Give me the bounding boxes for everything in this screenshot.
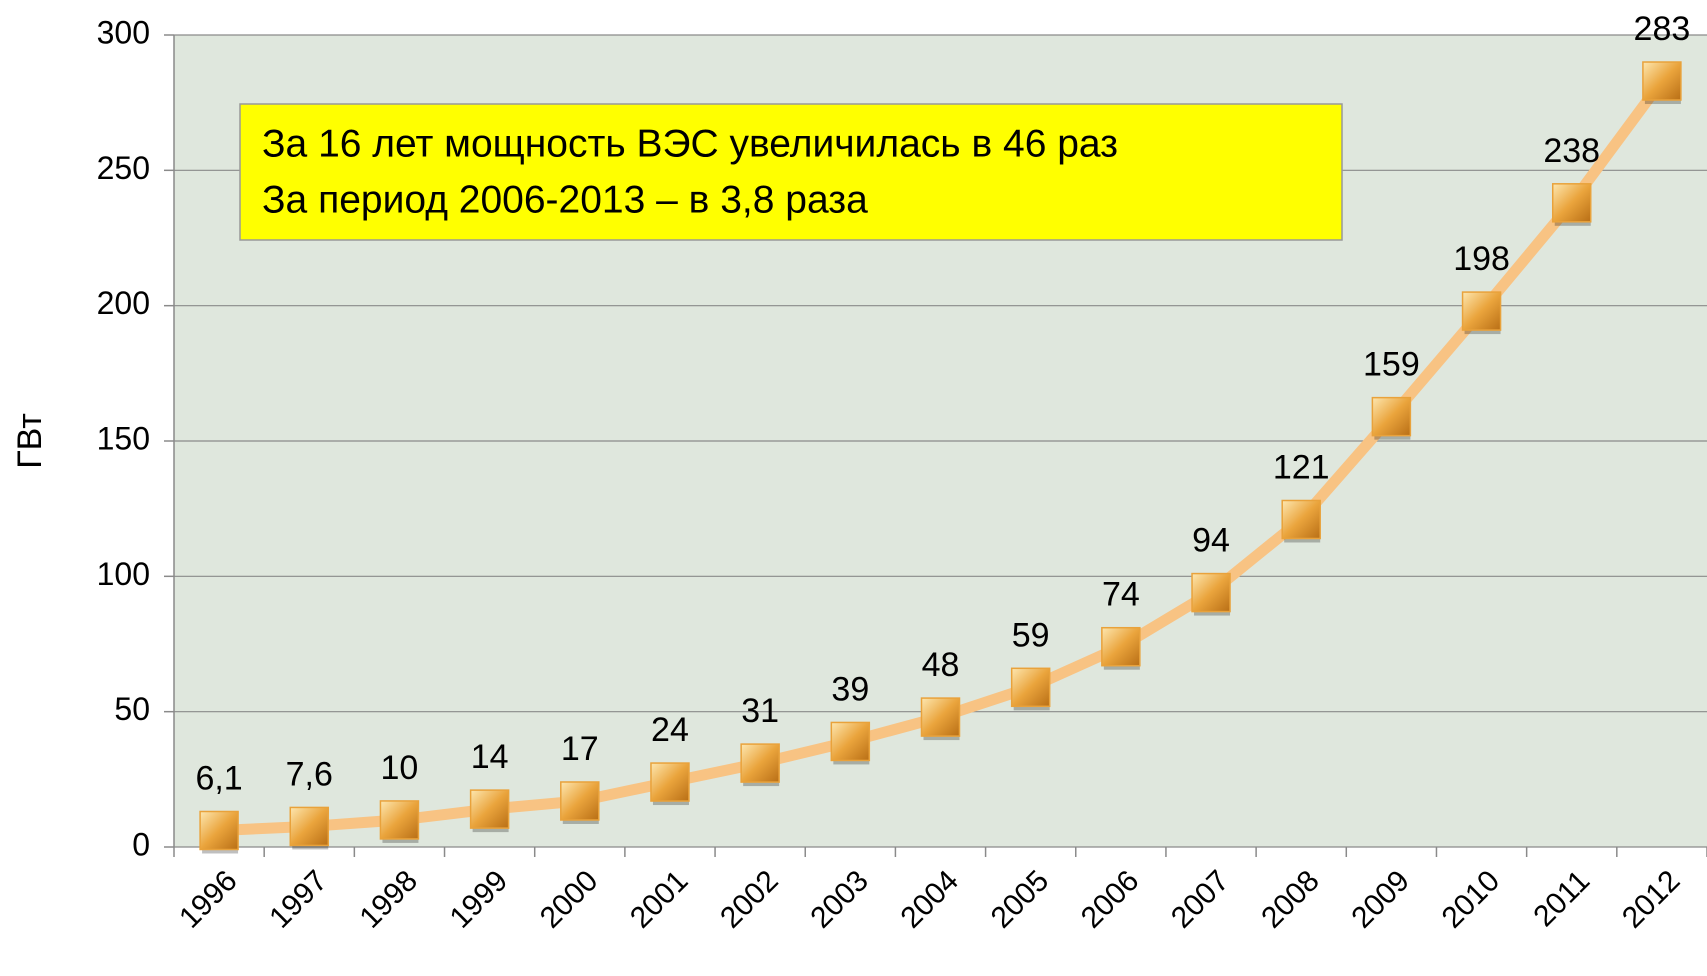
data-label: 6,1 (195, 759, 242, 797)
data-label: 94 (1192, 522, 1230, 560)
y-tick-label: 250 (97, 150, 150, 186)
x-tick-label: 2008 (1255, 864, 1326, 935)
marker (199, 810, 239, 851)
data-label: 59 (1012, 616, 1050, 654)
data-label: 198 (1453, 240, 1510, 278)
marker (469, 789, 510, 829)
data-label: 74 (1102, 576, 1140, 614)
y-tick-label: 50 (114, 691, 150, 727)
x-tick-label: 2002 (714, 864, 785, 935)
x-tick-label: 2004 (895, 864, 966, 935)
data-label: 14 (471, 738, 509, 776)
x-tick-label: 2010 (1436, 864, 1507, 935)
marker (379, 800, 420, 840)
y-tick-label: 150 (97, 420, 150, 456)
annotation: За 16 лет мощность ВЭС увеличилась в 46 … (262, 122, 1118, 165)
annotation: За период 2006-2013 – в 3,8 раза (262, 178, 868, 221)
x-tick-label: 2003 (804, 864, 875, 935)
data-label: 238 (1543, 132, 1600, 170)
marker (740, 743, 780, 783)
data-label: 159 (1363, 346, 1420, 384)
data-label: 48 (922, 646, 960, 684)
x-tick-label: 2001 (624, 864, 695, 935)
marker (1191, 572, 1231, 613)
annotation-bg (239, 103, 1343, 241)
annotation-box: За 16 лет мощность ВЭС увеличилась в 46 … (239, 103, 1343, 241)
x-tick-label: 1997 (263, 864, 334, 935)
marker (1010, 667, 1051, 708)
x-tick-label: 2007 (1165, 864, 1236, 935)
data-label: 24 (651, 711, 689, 749)
x-tick-label: 2012 (1616, 864, 1687, 935)
marker (1281, 499, 1321, 540)
x-tick-label: 2000 (534, 864, 605, 935)
marker (650, 762, 690, 802)
marker (1371, 396, 1412, 437)
data-label: 39 (831, 670, 869, 708)
x-tick-label: 2011 (1527, 864, 1596, 933)
x-tick-label: 1999 (444, 864, 515, 935)
x-tick-label: 1998 (353, 864, 424, 935)
marker (1642, 61, 1682, 101)
y-tick-label: 0 (132, 826, 150, 862)
y-tick-label: 300 (97, 14, 150, 50)
x-tick-label: 2005 (985, 864, 1056, 935)
marker (289, 806, 330, 847)
y-axis-title: ГВт (11, 413, 49, 469)
marker (560, 781, 600, 821)
data-label: 283 (1634, 10, 1691, 48)
marker (1101, 626, 1141, 667)
x-tick-label: 2009 (1345, 864, 1416, 935)
marker (830, 721, 871, 762)
y-tick-label: 200 (97, 285, 150, 321)
marker (1461, 291, 1502, 331)
marker (920, 697, 961, 737)
data-label: 17 (561, 730, 599, 768)
marker (1551, 183, 1592, 223)
data-label: 10 (381, 749, 419, 787)
x-tick-label: 1996 (173, 864, 244, 935)
data-label: 31 (741, 692, 779, 730)
y-tick-label: 100 (97, 556, 150, 592)
data-label: 121 (1273, 448, 1330, 486)
data-label: 7,6 (286, 755, 333, 793)
x-tick-label: 2006 (1075, 864, 1146, 935)
